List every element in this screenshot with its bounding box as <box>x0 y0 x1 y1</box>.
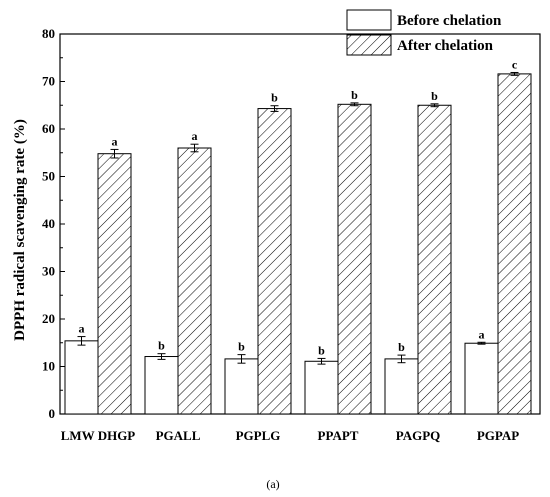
x-tick-label: PGALL <box>156 428 201 443</box>
bar-before-chelation <box>144 356 179 415</box>
significance-label: a <box>79 322 85 336</box>
legend-label-after: After chelation <box>397 38 494 54</box>
y-tick-label: 20 <box>42 311 55 326</box>
bar-after-chelation <box>177 147 212 415</box>
y-tick-label: 10 <box>42 359 55 374</box>
significance-label: b <box>158 339 165 353</box>
bar-before-chelation <box>384 358 419 415</box>
x-tick-label: LMW DHGP <box>61 428 136 443</box>
y-tick-label: 80 <box>42 26 55 41</box>
significance-label: b <box>238 340 245 354</box>
bar-before-chelation <box>64 340 99 415</box>
bar-after-chelation <box>97 153 132 415</box>
y-tick-label: 40 <box>42 216 55 231</box>
significance-label: b <box>271 91 278 105</box>
legend-label-before: Before chelation <box>397 13 502 29</box>
significance-label: a <box>192 129 198 143</box>
significance-label: c <box>512 57 518 71</box>
bar-before-chelation <box>304 360 339 415</box>
y-tick-label: 0 <box>49 406 56 421</box>
legend-swatch-after <box>346 34 392 56</box>
bar-after-chelation <box>497 73 532 415</box>
significance-label: b <box>318 343 325 357</box>
y-tick-label: 60 <box>42 121 55 136</box>
bar-after-chelation <box>337 103 372 415</box>
plot-area: 0 10 20 30 40 50 60 70 80 a a LMW DHGP b a PGALL b b PGPL… <box>42 26 541 443</box>
bar-before-chelation <box>464 342 499 415</box>
bar-after-chelation <box>417 104 452 415</box>
y-axis-label: DPPH radical scavenging rate (%) <box>12 119 28 341</box>
bar-after-chelation <box>257 108 292 415</box>
significance-label: b <box>351 88 358 102</box>
x-tick-label: PPAPT <box>318 428 359 443</box>
y-tick-label: 30 <box>42 264 55 279</box>
significance-label: b <box>398 340 405 354</box>
legend: Before chelation After chelation <box>346 9 502 56</box>
figure-caption: (a) <box>266 477 279 491</box>
x-tick-label: PGPAP <box>477 428 519 443</box>
y-tick-label: 50 <box>42 169 55 184</box>
significance-label: b <box>431 89 438 103</box>
significance-label: a <box>112 134 118 148</box>
x-tick-label: PGPLG <box>236 428 281 443</box>
y-tick-label: 70 <box>42 74 55 89</box>
bar-before-chelation <box>224 358 259 415</box>
legend-swatch-before <box>346 9 392 31</box>
x-tick-label: PAGPQ <box>396 428 441 443</box>
significance-label: a <box>479 327 485 341</box>
